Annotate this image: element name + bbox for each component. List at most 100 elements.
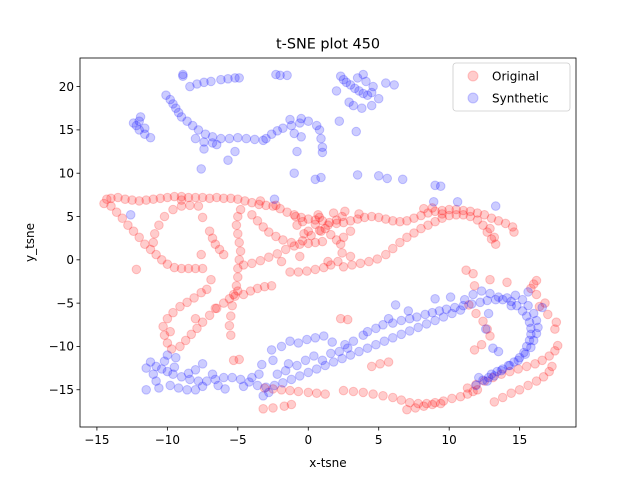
legend-marker xyxy=(467,70,479,82)
data-point xyxy=(272,126,283,136)
data-point xyxy=(396,395,407,405)
data-point xyxy=(496,369,507,380)
data-point xyxy=(190,133,201,144)
data-point xyxy=(493,216,504,226)
data-point xyxy=(233,229,243,239)
data-point xyxy=(227,372,237,383)
data-point xyxy=(489,371,500,381)
data-point xyxy=(324,217,335,228)
data-point xyxy=(311,388,322,399)
data-point xyxy=(134,232,144,243)
data-point xyxy=(519,347,529,358)
data-point xyxy=(404,313,415,324)
data-point xyxy=(445,292,456,302)
data-point xyxy=(190,385,201,395)
data-point xyxy=(159,211,170,222)
data-point xyxy=(334,346,345,357)
data-point xyxy=(183,192,194,203)
data-point xyxy=(141,363,151,373)
data-point xyxy=(338,217,349,228)
data-point xyxy=(276,341,287,352)
data-point xyxy=(472,208,483,218)
data-point xyxy=(430,216,440,227)
data-point xyxy=(199,144,209,154)
legend-label: Original xyxy=(492,69,539,83)
data-point xyxy=(193,201,204,211)
data-point xyxy=(269,194,280,204)
data-point xyxy=(295,371,305,381)
data-point xyxy=(183,263,194,274)
data-point xyxy=(280,244,291,255)
data-point xyxy=(272,369,283,380)
data-point xyxy=(159,330,170,341)
data-point xyxy=(204,310,215,321)
data-point xyxy=(485,288,495,299)
data-point xyxy=(482,324,493,334)
data-point xyxy=(261,382,271,393)
data-point xyxy=(320,389,331,399)
data-point xyxy=(234,354,244,365)
data-point xyxy=(268,384,278,394)
data-point xyxy=(210,303,221,314)
data-point xyxy=(316,172,326,183)
data-point xyxy=(192,323,202,334)
data-point xyxy=(314,225,325,236)
data-point xyxy=(468,289,478,300)
data-point xyxy=(430,206,440,217)
data-point xyxy=(314,125,325,135)
data-point xyxy=(434,306,445,316)
data-point xyxy=(214,244,225,255)
data-point xyxy=(197,212,208,223)
data-point xyxy=(485,274,495,285)
data-point xyxy=(292,220,302,230)
data-point xyxy=(468,268,478,279)
data-point xyxy=(428,197,439,207)
data-point xyxy=(290,211,301,222)
data-point xyxy=(168,369,178,380)
legend-label: Synthetic xyxy=(492,91,549,105)
data-point xyxy=(216,74,226,85)
data-point xyxy=(338,385,349,396)
data-point xyxy=(482,227,493,237)
data-point xyxy=(486,369,497,380)
data-point xyxy=(289,210,300,220)
data-point xyxy=(337,211,347,222)
data-point xyxy=(296,113,307,124)
data-point xyxy=(228,355,239,366)
data-point xyxy=(402,232,412,243)
data-point xyxy=(348,386,359,397)
data-point xyxy=(409,213,419,223)
data-point xyxy=(235,204,246,215)
data-point xyxy=(483,308,494,319)
data-point xyxy=(544,351,555,361)
data-point xyxy=(358,69,369,80)
data-point xyxy=(176,372,187,382)
data-point xyxy=(423,220,433,230)
data-point xyxy=(228,289,239,300)
data-point xyxy=(430,180,440,191)
data-point xyxy=(388,243,398,254)
data-point xyxy=(317,142,328,152)
data-point xyxy=(247,372,257,383)
data-point xyxy=(234,254,244,265)
data-point xyxy=(202,284,212,295)
data-point xyxy=(378,391,388,401)
data-point xyxy=(331,86,342,96)
data-point xyxy=(316,226,326,236)
data-point xyxy=(375,359,385,369)
y-tick-label: −10 xyxy=(49,340,74,354)
data-point xyxy=(551,317,562,328)
data-point xyxy=(361,76,371,87)
data-point xyxy=(303,116,314,126)
data-point xyxy=(271,69,281,80)
data-point xyxy=(543,309,553,320)
data-point xyxy=(303,238,314,249)
data-point xyxy=(259,281,270,292)
data-point xyxy=(497,294,508,305)
data-point xyxy=(450,302,460,313)
data-point xyxy=(292,360,302,371)
data-point xyxy=(338,262,349,272)
data-point xyxy=(354,209,364,219)
data-point xyxy=(190,263,201,274)
